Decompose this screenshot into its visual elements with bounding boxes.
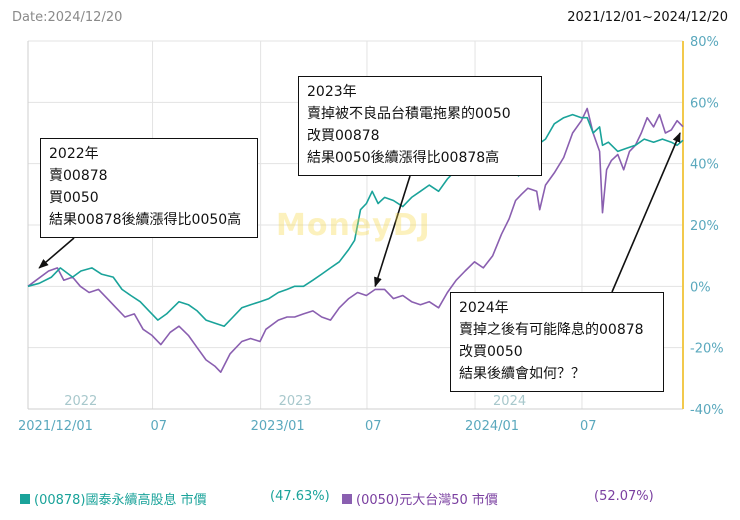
note-line: 賣00878	[49, 168, 108, 184]
note-line: 結果00878後續漲得比0050高	[49, 212, 242, 228]
note-2023: 2023年 賣掉被不良品台積電拖累的0050 改買00878 結果0050後續漲…	[298, 76, 542, 176]
y-tick-label: 80%	[690, 35, 719, 50]
legend-swatch	[20, 493, 30, 504]
note-line: 結果0050後續漲得比00878高	[307, 150, 500, 166]
note-2022: 2022年 賣00878 買0050 結果00878後續漲得比0050高	[40, 138, 258, 238]
legend-pct-00878: (47.63%)	[270, 489, 330, 504]
note-line: 2023年	[307, 84, 357, 100]
legend-label: (0050)元大台灣50 市價	[356, 493, 498, 508]
annotation-arrow	[38, 237, 75, 269]
note-2024: 2024年 賣掉之後有可能降息的00878 改買0050 結果後續會如何？？	[450, 292, 664, 392]
x-tick-label: 07	[580, 419, 597, 434]
note-line: 2022年	[49, 146, 99, 162]
y-tick-label: 20%	[690, 219, 719, 234]
note-line: 賣掉之後有可能降息的00878	[459, 322, 644, 338]
note-line: 改買0050	[459, 344, 523, 360]
note-line: 2024年	[459, 300, 509, 316]
note-line: 結果後續會如何？？	[459, 366, 585, 382]
year-label: 2022	[64, 394, 97, 409]
annotation-arrow	[374, 175, 411, 288]
y-tick-label: 60%	[690, 96, 719, 111]
x-tick-label: 2023/01	[251, 419, 305, 434]
y-tick-label: -40%	[690, 403, 724, 418]
x-tick-label: 07	[365, 419, 382, 434]
legend-swatch	[342, 493, 352, 504]
annotation-arrow	[611, 132, 681, 293]
year-label: 2023	[279, 394, 312, 409]
y-tick-label: 40%	[690, 158, 719, 173]
watermark: MoneyDJ	[276, 208, 431, 243]
year-label: 2024	[493, 394, 526, 409]
note-line: 買0050	[49, 190, 99, 206]
legend-item-0050[interactable]: (0050)元大台灣50 市價	[342, 489, 498, 508]
y-tick-label: -20%	[690, 342, 724, 357]
legend-label: (00878)國泰永續高股息 市價	[34, 493, 207, 508]
range-label: 2021/12/01~2024/12/20	[567, 10, 728, 25]
note-line: 改買00878	[307, 128, 380, 144]
axes: -40% -20% 0% 20% 40% 60% 80% 2021/12/01 07 2023/0…	[18, 35, 724, 434]
x-tick-label: 2024/01	[465, 419, 519, 434]
date-label: Date:2024/12/20	[12, 10, 123, 25]
y-tick-label: 0%	[690, 280, 711, 295]
legend-pct-0050: (52.07%)	[594, 489, 654, 504]
x-tick-label: 2021/12/01	[18, 419, 93, 434]
annotation-arrows	[38, 132, 681, 293]
note-line: 賣掉被不良品台積電拖累的0050	[307, 106, 511, 122]
series-lines	[27, 107, 684, 373]
legend-item-00878[interactable]: (00878)國泰永續高股息 市價	[20, 489, 207, 508]
x-tick-label: 07	[151, 419, 168, 434]
series-line-0050	[27, 107, 684, 373]
series-line-00878	[27, 113, 684, 327]
